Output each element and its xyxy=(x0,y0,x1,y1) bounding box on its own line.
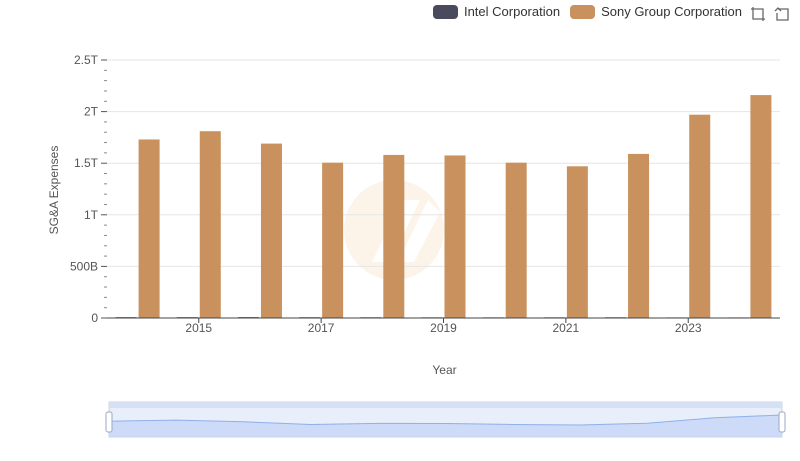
y-tick-label: 1.5T xyxy=(74,156,99,170)
bar-sony[interactable] xyxy=(322,162,344,318)
y-tick-label: 2.5T xyxy=(74,53,99,67)
navigator-handle-left[interactable] xyxy=(105,411,113,433)
y-tick-label: 2T xyxy=(84,105,99,119)
bar-sony[interactable] xyxy=(383,154,405,318)
navigator-top-bar[interactable] xyxy=(109,402,782,408)
x-tick-label: 2019 xyxy=(430,321,457,335)
bar-sony[interactable] xyxy=(628,153,650,318)
bar-sony[interactable] xyxy=(689,114,711,318)
legend-swatch-sony xyxy=(570,4,596,19)
navigator-line xyxy=(108,414,783,426)
bar-sony[interactable] xyxy=(505,162,527,318)
y-tick-label: 1T xyxy=(84,208,99,222)
x-tick-label: 2017 xyxy=(308,321,335,335)
navigator-handle-right[interactable] xyxy=(778,411,786,433)
bar-sony[interactable] xyxy=(444,155,466,318)
bar-sony[interactable] xyxy=(750,95,772,318)
reset-icon[interactable] xyxy=(774,6,790,22)
x-axis-title: Year xyxy=(432,363,456,377)
bar-sony[interactable] xyxy=(260,143,282,318)
legend-label-intel: Intel Corporation xyxy=(463,4,561,19)
y-tick-label: 0 xyxy=(91,311,98,325)
x-tick-label: 2023 xyxy=(675,321,702,335)
bar-sony[interactable] xyxy=(566,166,588,318)
zoom-icon[interactable] xyxy=(750,6,766,22)
legend-label-sony: Sony Group Corporation xyxy=(601,4,742,19)
x-tick-label: 2015 xyxy=(185,321,212,335)
legend-item-intel[interactable]: Intel Corporation xyxy=(432,4,561,19)
toolbar xyxy=(750,6,790,22)
y-axis-title: SG&A Expenses xyxy=(47,146,61,235)
legend: Intel Corporation Sony Group Corporation xyxy=(432,4,742,19)
y-tick-label: 500B xyxy=(70,259,98,273)
bar-sony[interactable] xyxy=(199,131,221,318)
bar-sony[interactable] xyxy=(138,139,160,318)
legend-item-sony[interactable]: Sony Group Corporation xyxy=(570,4,742,19)
legend-swatch-intel xyxy=(432,4,458,19)
x-tick-label: 2021 xyxy=(553,321,580,335)
navigator-area xyxy=(109,415,782,437)
